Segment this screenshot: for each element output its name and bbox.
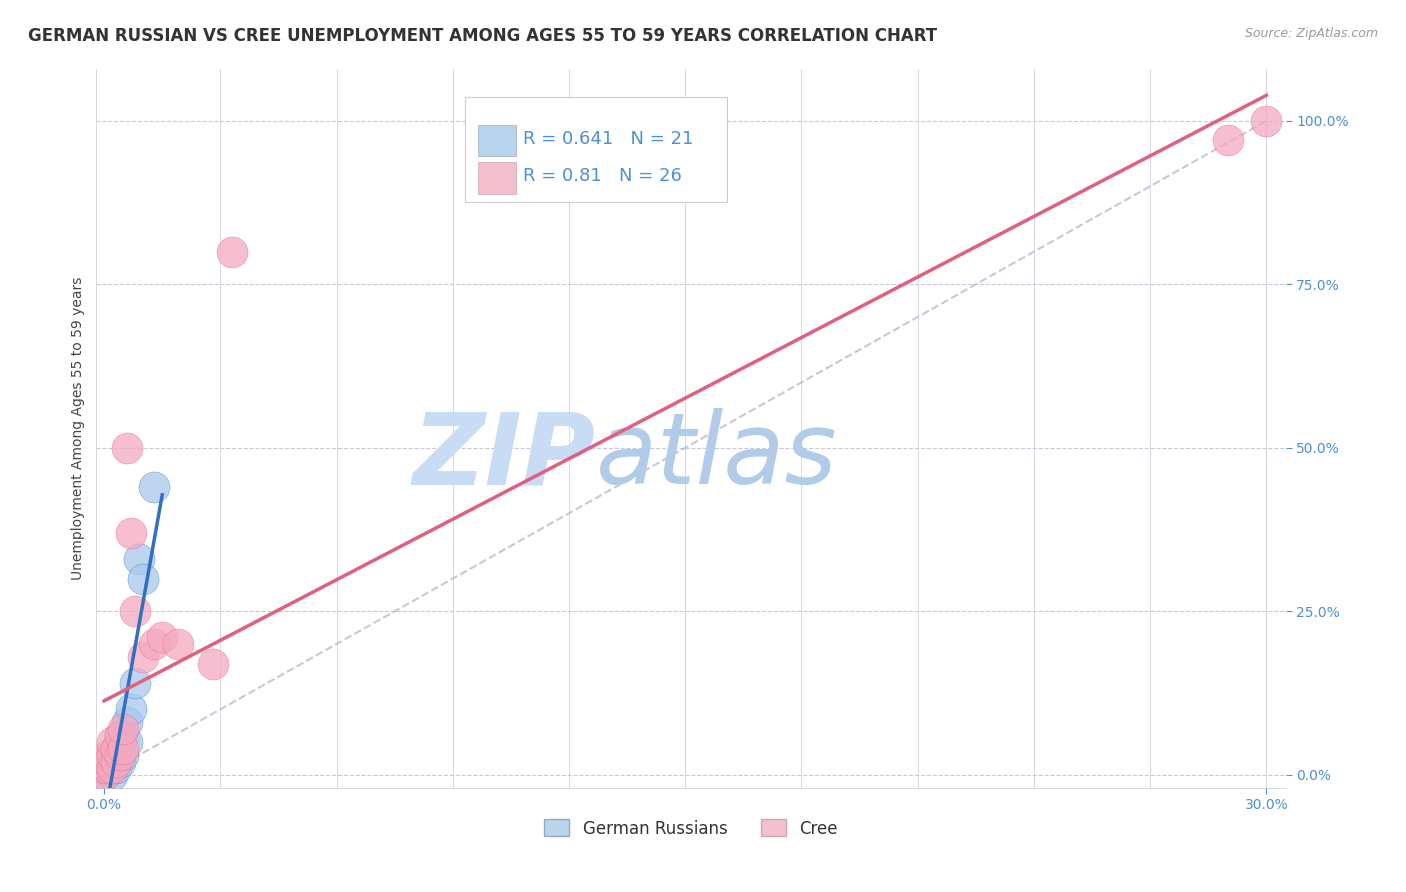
Point	[1216, 133, 1239, 147]
Point	[101, 761, 124, 775]
Point	[112, 722, 135, 736]
Point	[112, 741, 135, 756]
Point	[221, 244, 243, 259]
Text: ZIP: ZIP	[413, 409, 596, 506]
Point	[104, 741, 127, 756]
Point	[150, 631, 173, 645]
Point	[101, 748, 124, 763]
Text: atlas: atlas	[596, 409, 838, 506]
Point	[201, 657, 224, 671]
Point	[124, 604, 146, 618]
Text: R = 0.641   N = 21: R = 0.641 N = 21	[523, 130, 693, 148]
Legend: German Russians, Cree: German Russians, Cree	[537, 813, 845, 844]
Point	[117, 441, 139, 455]
Point	[97, 761, 120, 775]
Point	[128, 552, 150, 566]
Point	[117, 715, 139, 730]
Point	[112, 748, 135, 763]
Point	[132, 650, 155, 665]
Point	[97, 755, 120, 769]
Point	[166, 637, 188, 651]
Point	[132, 572, 155, 586]
Text: R = 0.81   N = 26: R = 0.81 N = 26	[523, 168, 682, 186]
Point	[120, 525, 142, 540]
Y-axis label: Unemployment Among Ages 55 to 59 years: Unemployment Among Ages 55 to 59 years	[72, 277, 86, 580]
Point	[104, 761, 127, 775]
Text: Source: ZipAtlas.com: Source: ZipAtlas.com	[1244, 27, 1378, 40]
Point	[108, 755, 131, 769]
Point	[97, 755, 120, 769]
FancyBboxPatch shape	[478, 125, 516, 156]
Point	[101, 761, 124, 775]
Point	[108, 748, 131, 763]
Point	[97, 761, 120, 775]
Point	[104, 755, 127, 769]
Point	[143, 637, 166, 651]
Point	[1256, 113, 1278, 128]
Point	[117, 735, 139, 749]
Point	[104, 755, 127, 769]
FancyBboxPatch shape	[465, 97, 727, 202]
Point	[104, 741, 127, 756]
Point	[93, 768, 115, 782]
Point	[101, 748, 124, 763]
Point	[101, 768, 124, 782]
Point	[93, 755, 115, 769]
Point	[120, 702, 142, 716]
Point	[93, 761, 115, 775]
FancyBboxPatch shape	[478, 162, 516, 194]
Point	[101, 735, 124, 749]
Point	[143, 480, 166, 494]
Point	[93, 768, 115, 782]
Text: GERMAN RUSSIAN VS CREE UNEMPLOYMENT AMONG AGES 55 TO 59 YEARS CORRELATION CHART: GERMAN RUSSIAN VS CREE UNEMPLOYMENT AMON…	[28, 27, 938, 45]
Point	[108, 729, 131, 743]
Point	[112, 729, 135, 743]
Point	[108, 729, 131, 743]
Point	[124, 676, 146, 690]
Point	[108, 741, 131, 756]
Point	[97, 748, 120, 763]
